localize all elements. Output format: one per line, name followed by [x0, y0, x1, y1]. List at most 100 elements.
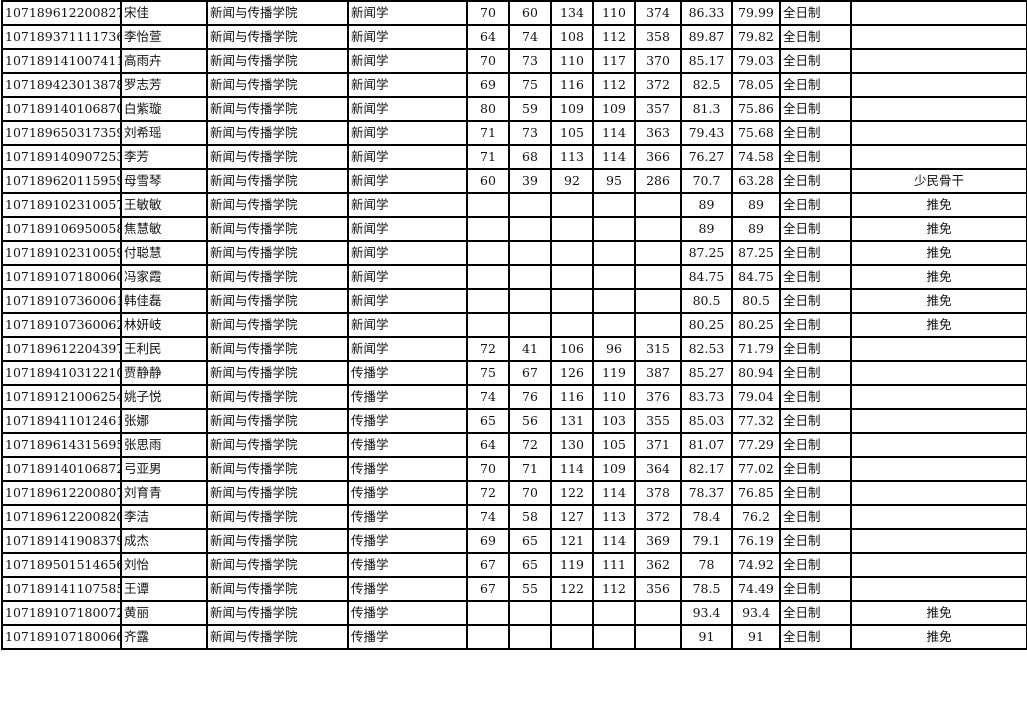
cell-score-2: 65 [508, 528, 552, 554]
cell-score-3: 122 [550, 576, 594, 602]
cell-score-4 [592, 288, 636, 314]
cell-college: 新闻与传播学院 [206, 552, 349, 578]
cell-retest-score: 87.25 [680, 240, 733, 266]
cell-retest-score: 91 [680, 624, 733, 650]
cell-score-4: 117 [592, 48, 636, 74]
cell-college: 新闻与传播学院 [206, 192, 349, 218]
cell-college: 新闻与传播学院 [206, 48, 349, 74]
cell-score-1: 74 [466, 384, 510, 410]
table-row: 107189140907253 李芳 新闻与传播学院 新闻学 71 68 113 114 366… [1, 144, 1027, 170]
cell-score-2: 60 [508, 0, 552, 26]
cell-score-2: 67 [508, 360, 552, 386]
cell-score-3: 113 [550, 144, 594, 170]
cell-retest-score: 80.5 [680, 288, 733, 314]
cell-name: 白紫璇 [120, 96, 208, 122]
cell-name: 付聪慧 [120, 240, 208, 266]
cell-name: 王敏敏 [120, 192, 208, 218]
cell-score-1 [466, 216, 510, 242]
cell-total-score [634, 192, 682, 218]
cell-score-1: 80 [466, 96, 510, 122]
cell-score-2 [508, 600, 552, 626]
cell-major: 新闻学 [347, 312, 468, 338]
cell-remark [850, 432, 1027, 458]
cell-total-score [634, 264, 682, 290]
cell-study-mode: 全日制 [779, 72, 852, 98]
cell-score-1: 69 [466, 72, 510, 98]
cell-name: 刘育青 [120, 480, 208, 506]
cell-score-4: 109 [592, 456, 636, 482]
cell-college: 新闻与传播学院 [206, 480, 349, 506]
cell-score-1: 64 [466, 24, 510, 50]
cell-score-3 [550, 216, 594, 242]
cell-score-4: 114 [592, 528, 636, 554]
cell-name: 焦慧敏 [120, 216, 208, 242]
cell-score-1 [466, 192, 510, 218]
cell-remark [850, 24, 1027, 50]
cell-study-mode: 全日制 [779, 0, 852, 26]
cell-score-3: 127 [550, 504, 594, 530]
cell-major: 新闻学 [347, 336, 468, 362]
cell-college: 新闻与传播学院 [206, 432, 349, 458]
cell-retest-score: 76.27 [680, 144, 733, 170]
cell-study-mode: 全日制 [779, 168, 852, 194]
cell-score-2: 65 [508, 552, 552, 578]
cell-final-score: 89 [731, 216, 781, 242]
cell-total-score: 372 [634, 504, 682, 530]
cell-retest-score: 79.1 [680, 528, 733, 554]
cell-college: 新闻与传播学院 [206, 144, 349, 170]
cell-remark [850, 576, 1027, 602]
cell-candidate-id: 107189107180066 [1, 624, 122, 650]
cell-total-score: 286 [634, 168, 682, 194]
cell-college: 新闻与传播学院 [206, 576, 349, 602]
cell-retest-score: 89.87 [680, 24, 733, 50]
cell-remark [850, 336, 1027, 362]
cell-name: 高雨卉 [120, 48, 208, 74]
cell-final-score: 93.4 [731, 600, 781, 626]
cell-study-mode: 全日制 [779, 408, 852, 434]
cell-candidate-id: 107189141107585 [1, 576, 122, 602]
table-row: 107189410312210 贾静静 新闻与传播学院 传播学 75 67 126 119 38… [1, 360, 1027, 386]
cell-score-4: 112 [592, 576, 636, 602]
table-row: 107189141107585 王谭 新闻与传播学院 传播学 67 55 122 112 356… [1, 576, 1027, 602]
cell-candidate-id: 107189612204397 [1, 336, 122, 362]
cell-candidate-id: 107189121006254 [1, 384, 122, 410]
cell-study-mode: 全日制 [779, 528, 852, 554]
cell-score-3: 92 [550, 168, 594, 194]
cell-name: 母雪琴 [120, 168, 208, 194]
cell-candidate-id: 107189411012461 [1, 408, 122, 434]
cell-score-2: 39 [508, 168, 552, 194]
cell-name: 刘怡 [120, 552, 208, 578]
cell-final-score: 77.29 [731, 432, 781, 458]
cell-study-mode: 全日制 [779, 384, 852, 410]
table-row: 107189650317359 刘希瑶 新闻与传播学院 新闻学 71 73 105 114 36… [1, 120, 1027, 146]
cell-major: 传播学 [347, 600, 468, 626]
cell-score-4 [592, 264, 636, 290]
table-row: 107189107180060 冯家霞 新闻与传播学院 新闻学 84.75 84.75 全日… [1, 264, 1027, 290]
cell-score-2 [508, 624, 552, 650]
cell-college: 新闻与传播学院 [206, 336, 349, 362]
table-row: 107189423013878 罗志芳 新闻与传播学院 新闻学 69 75 116 112 37… [1, 72, 1027, 98]
cell-name: 李洁 [120, 504, 208, 530]
cell-score-4: 112 [592, 72, 636, 98]
cell-score-4: 111 [592, 552, 636, 578]
cell-study-mode: 全日制 [779, 120, 852, 146]
cell-name: 弓亚男 [120, 456, 208, 482]
cell-score-1: 67 [466, 552, 510, 578]
cell-score-4 [592, 312, 636, 338]
table-row: 107189371111736 李怡萱 新闻与传播学院 新闻学 64 74 108 112 35… [1, 24, 1027, 50]
cell-study-mode: 全日制 [779, 480, 852, 506]
cell-final-score: 74.58 [731, 144, 781, 170]
cell-score-1: 72 [466, 480, 510, 506]
cell-candidate-id: 107189620115959 [1, 168, 122, 194]
table-row: 107189620115959 母雪琴 新闻与传播学院 新闻学 60 39 92 95 286 7… [1, 168, 1027, 194]
cell-study-mode: 全日制 [779, 360, 852, 386]
cell-final-score: 71.79 [731, 336, 781, 362]
cell-total-score: 358 [634, 24, 682, 50]
cell-candidate-id: 107189423013878 [1, 72, 122, 98]
cell-name: 成杰 [120, 528, 208, 554]
cell-score-4: 110 [592, 0, 636, 26]
cell-score-3: 109 [550, 96, 594, 122]
cell-candidate-id: 107189141908379 [1, 528, 122, 554]
cell-candidate-id: 107189612200820 [1, 504, 122, 530]
cell-college: 新闻与传播学院 [206, 408, 349, 434]
